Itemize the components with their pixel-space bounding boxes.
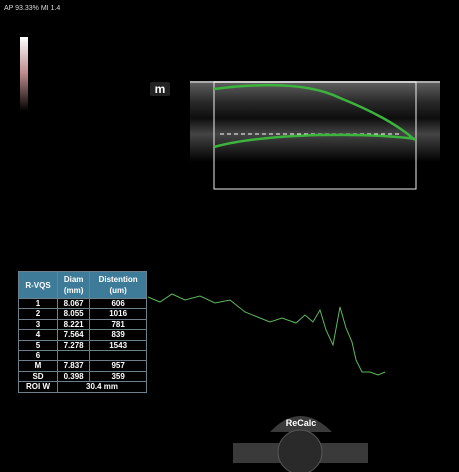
table-cell: M (19, 361, 58, 371)
center-control[interactable] (278, 430, 322, 472)
table-cell: 359 (90, 371, 147, 381)
recalc-button[interactable]: ReCalc (270, 418, 332, 428)
footer-cell: ROI W (19, 382, 58, 392)
table-cell: SD (19, 371, 58, 381)
table-cell: 8.067 (58, 299, 90, 309)
table-cell: 8.055 (58, 309, 90, 319)
gray-scale-bar (20, 37, 28, 111)
header-text: R-VQS (21, 280, 55, 291)
header-cell: Distention(um) (90, 272, 147, 299)
table-cell: 7.278 (58, 340, 90, 350)
table-cell: 1016 (90, 309, 147, 319)
table-cell: 6 (19, 351, 58, 361)
table-row: 6 (19, 351, 147, 361)
ultrasound-screen: m AP 93.33% MI 1.4 R-VQSDiam(mm)Distenti… (0, 0, 459, 472)
footer-cell: 30.4 mm (58, 382, 147, 392)
table-cell: 1 (19, 299, 58, 309)
table-cell: 3 (19, 319, 58, 329)
marker-label: m (155, 82, 166, 96)
table-cell: 2 (19, 309, 58, 319)
table-cell: 957 (90, 361, 147, 371)
table-cell: 606 (90, 299, 147, 309)
header-text: Distention (92, 274, 144, 285)
table-cell: 0.398 (58, 371, 90, 381)
header-unit: (um) (92, 285, 144, 296)
image-layer: m (0, 0, 459, 472)
table-cell (90, 351, 147, 361)
table-cell: 8.221 (58, 319, 90, 329)
header-cell: Diam(mm) (58, 272, 90, 299)
waveform (148, 294, 385, 375)
table-cell: 839 (90, 330, 147, 340)
table-cell: 7.564 (58, 330, 90, 340)
header-cell: R-VQS (19, 272, 58, 299)
table-cell: 781 (90, 319, 147, 329)
table-cell (58, 351, 90, 361)
table-cell: 5 (19, 340, 58, 350)
status-text: AP 93.33% MI 1.4 (4, 5, 60, 12)
header-text: Diam (60, 274, 87, 285)
table-cell: 7.837 (58, 361, 90, 371)
table-cell: 1543 (90, 340, 147, 350)
table-cell: 4 (19, 330, 58, 340)
tissue-image (190, 82, 440, 162)
header-unit: (mm) (60, 285, 87, 296)
